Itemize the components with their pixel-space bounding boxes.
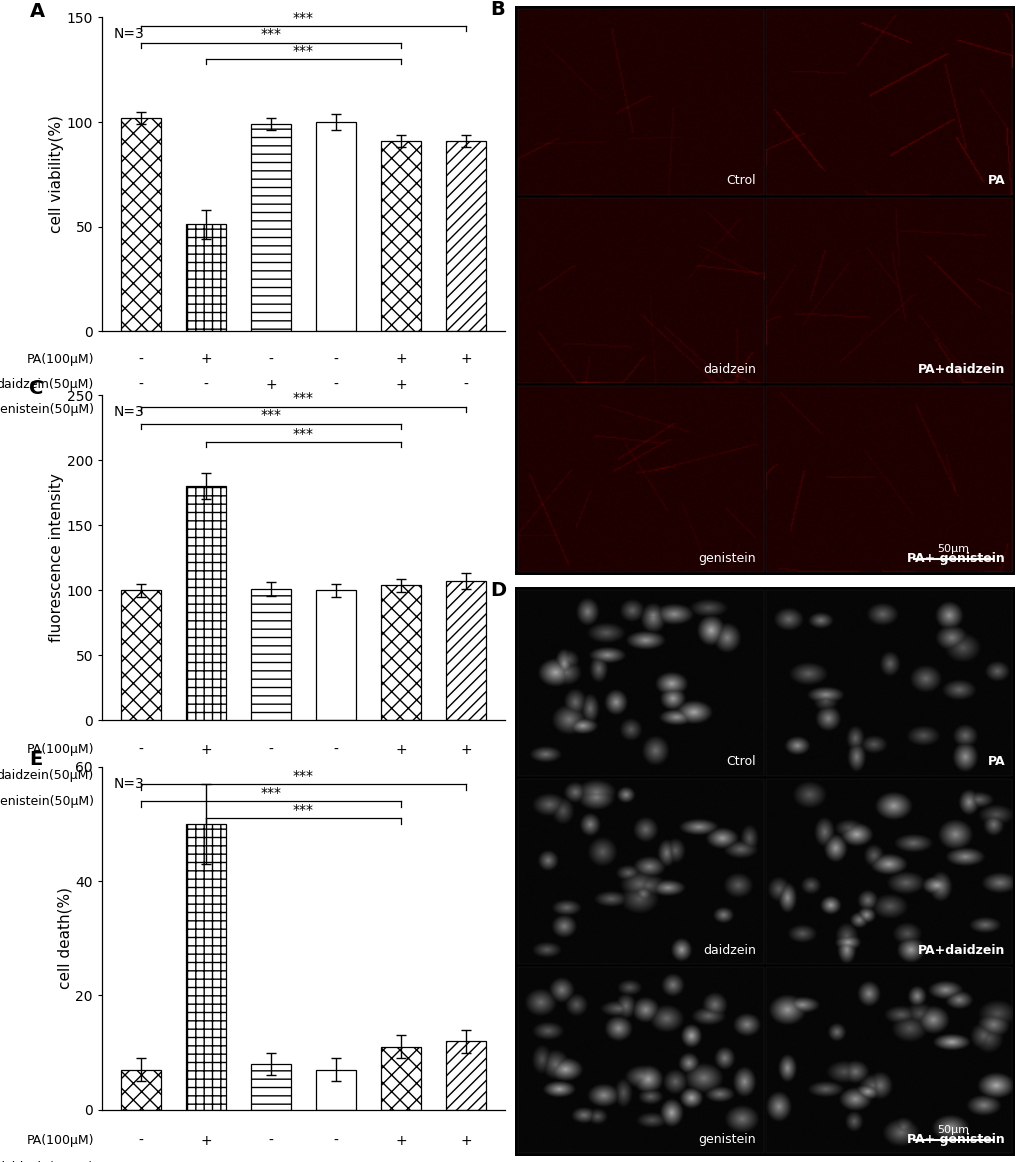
Text: PA(100μM): PA(100μM) [26,744,94,756]
Text: genistein(50μM): genistein(50μM) [0,795,94,809]
Text: -: - [139,795,144,809]
Text: -: - [333,769,338,783]
Text: ***: *** [292,803,314,817]
Bar [380,141,421,331]
Text: -: - [139,402,144,417]
Text: E: E [30,749,43,769]
Text: ***: *** [260,408,281,423]
Bar [445,141,486,331]
Text: daidzein(50μM): daidzein(50μM) [0,378,94,390]
Text: -: - [398,402,403,417]
Text: +: + [460,743,471,756]
Text: -: - [204,769,208,783]
Y-axis label: fluorescence intensity: fluorescence intensity [49,473,64,643]
Bar [316,1070,356,1110]
Text: -: - [268,352,273,366]
Text: -: - [204,795,208,809]
Text: D: D [489,581,505,600]
Text: -: - [139,1134,144,1148]
Y-axis label: cell viability(%): cell viability(%) [49,115,64,234]
Text: -: - [268,1134,273,1148]
Text: +: + [330,795,341,809]
Text: +: + [330,402,341,417]
Text: +: + [200,1134,212,1148]
Text: +: + [394,769,407,783]
Text: N=3: N=3 [114,404,145,418]
Y-axis label: cell death(%): cell death(%) [57,888,72,989]
Text: PA(100μM): PA(100μM) [26,353,94,366]
Text: N=3: N=3 [114,27,145,41]
Text: ***: *** [292,44,314,58]
Bar [251,124,290,331]
Bar [445,1041,486,1110]
Text: C: C [30,379,44,397]
Text: -: - [268,743,273,756]
Text: ***: *** [292,769,314,783]
Bar [185,824,226,1110]
Text: +: + [460,352,471,366]
Bar [120,590,161,720]
Text: -: - [268,402,273,417]
Bar [185,486,226,720]
Text: -: - [463,769,468,783]
Text: +: + [460,402,471,417]
Text: -: - [333,352,338,366]
Text: A: A [30,1,45,21]
Text: ***: *** [260,27,281,42]
Text: +: + [394,352,407,366]
Text: daidzein(50μM): daidzein(50μM) [0,769,94,782]
Text: +: + [460,1134,471,1148]
Text: -: - [139,769,144,783]
Bar [120,1070,161,1110]
Text: genistein(50μM): genistein(50μM) [0,403,94,416]
Text: PA(100μM): PA(100μM) [26,1134,94,1147]
Text: +: + [200,743,212,756]
Text: +: + [394,743,407,756]
Text: ***: *** [292,10,314,24]
Text: -: - [204,402,208,417]
Text: -: - [204,378,208,392]
Text: -: - [139,743,144,756]
Text: -: - [139,378,144,392]
Text: -: - [463,378,468,392]
Text: +: + [394,378,407,392]
Text: +: + [265,378,276,392]
Text: N=3: N=3 [114,777,145,791]
Text: B: B [489,0,504,19]
Bar [316,590,356,720]
Text: ***: *** [292,426,314,440]
Bar [380,586,421,720]
Bar [185,224,226,331]
Text: -: - [268,795,273,809]
Bar [380,1047,421,1110]
Text: +: + [200,352,212,366]
Text: ***: *** [292,392,314,406]
Text: -: - [398,795,403,809]
Text: +: + [394,1134,407,1148]
Text: +: + [265,769,276,783]
Bar [316,122,356,331]
Bar [120,117,161,331]
Text: +: + [460,795,471,809]
Bar [251,589,290,720]
Text: -: - [333,378,338,392]
Bar [445,581,486,720]
Bar [251,1064,290,1110]
Text: -: - [333,1134,338,1148]
Text: -: - [333,743,338,756]
Text: ***: *** [260,786,281,799]
Text: -: - [139,352,144,366]
